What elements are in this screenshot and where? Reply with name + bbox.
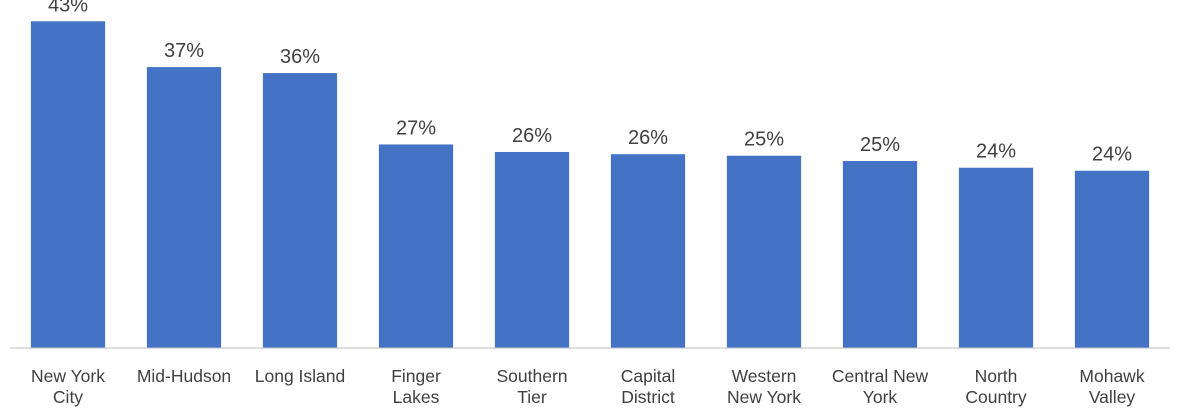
x-tick-label-line: Capital	[621, 366, 675, 386]
bars-group	[30, 21, 1150, 349]
x-tick-label-line: York	[863, 387, 898, 407]
x-tick-label: New York City	[31, 366, 105, 407]
x-tick-label-line: North	[975, 366, 1018, 386]
bar	[726, 155, 802, 348]
bar	[842, 160, 918, 348]
x-tick-label-line: Valley	[1089, 387, 1136, 407]
x-tick-label-line: Lakes	[393, 387, 440, 407]
x-tick-label-line: New York	[727, 387, 801, 407]
x-tick-label: Long Island	[255, 366, 346, 386]
x-tick-label-line: Western	[732, 366, 797, 386]
data-label: 36%	[280, 46, 320, 68]
data-label: 37%	[164, 40, 204, 62]
x-tick-label-line: Long Island	[255, 366, 346, 386]
x-tick-label-line: District	[621, 387, 675, 407]
x-tick-label-line: Finger	[391, 366, 441, 386]
data-label: 24%	[976, 141, 1016, 163]
x-tick-label: Capital District	[621, 366, 675, 407]
bar	[146, 67, 222, 348]
x-tick-label-line: Country	[965, 387, 1027, 407]
x-tick-label-line: City	[53, 387, 83, 407]
x-tick-label-line: Mid-Hudson	[137, 366, 231, 386]
x-tick-label: Western New York	[727, 366, 801, 407]
bar	[378, 144, 454, 348]
x-tick-label-line: Southern	[496, 366, 567, 386]
x-tick-label-line: Mohawk	[1079, 366, 1144, 386]
data-label: 27%	[396, 117, 436, 139]
bar	[610, 154, 686, 348]
bar	[1074, 170, 1150, 348]
x-tick-label: Mohawk Valley	[1079, 366, 1144, 407]
data-label: 26%	[628, 127, 668, 149]
bar	[958, 167, 1034, 348]
x-tick-label: North Country	[965, 366, 1027, 407]
data-label: 26%	[512, 125, 552, 147]
x-tick-label: Mid-Hudson	[137, 366, 231, 386]
x-tick-label-line: New York	[31, 366, 105, 386]
x-tick-label: Finger Lakes	[391, 366, 441, 407]
data-label: 25%	[860, 134, 900, 156]
bar	[30, 21, 106, 349]
data-labels-group: 43% 37% 36% 27% 26% 26% 25% 25% 24% 24%	[48, 0, 1132, 166]
bar	[494, 151, 570, 348]
bar	[262, 73, 338, 348]
x-tick-label-line: Tier	[517, 387, 547, 407]
data-label: 43%	[48, 0, 88, 16]
data-label: 24%	[1092, 144, 1132, 166]
x-tick-label: Southern Tier	[496, 366, 567, 407]
x-tick-label-line: Central New	[832, 366, 929, 386]
data-label: 25%	[744, 129, 784, 151]
x-tick-label: Central New York	[832, 366, 929, 407]
